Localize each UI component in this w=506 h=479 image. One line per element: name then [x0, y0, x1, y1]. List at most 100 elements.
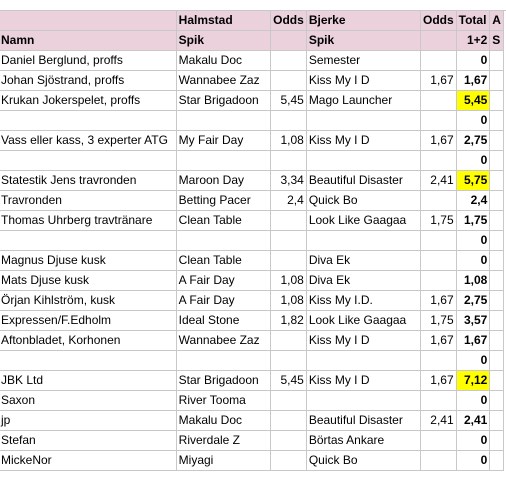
- bjerke-spik-cell[interactable]: Look Like Gaagaa: [305, 210, 421, 231]
- halmstad-odds-cell[interactable]: [270, 390, 307, 411]
- empty-cell[interactable]: [489, 150, 504, 171]
- halmstad-spik-cell[interactable]: Clean Table: [175, 250, 272, 271]
- total-cell[interactable]: 0: [455, 110, 491, 131]
- empty-cell[interactable]: [489, 430, 504, 451]
- name-cell[interactable]: Magnus Djuse kusk: [0, 250, 177, 271]
- bjerke-spik-cell[interactable]: Kiss My I D: [305, 70, 421, 91]
- name-cell[interactable]: JBK Ltd: [0, 370, 177, 391]
- halmstad-odds-cell[interactable]: [270, 210, 307, 231]
- total-cell[interactable]: 0: [455, 450, 491, 471]
- header-cell[interactable]: [419, 30, 457, 51]
- name-cell[interactable]: Saxon: [0, 390, 177, 411]
- halmstad-odds-cell[interactable]: [270, 250, 307, 271]
- total-cell[interactable]: 0: [455, 390, 491, 411]
- total-cell[interactable]: 2,75: [455, 290, 491, 311]
- name-cell[interactable]: jp: [0, 410, 177, 431]
- total-cell[interactable]: 1,08: [455, 270, 491, 291]
- bjerke-spik-cell[interactable]: Beautiful Disaster: [305, 170, 421, 191]
- halmstad-odds-cell[interactable]: [270, 410, 307, 431]
- empty-cell[interactable]: [489, 230, 504, 251]
- empty-cell[interactable]: [489, 350, 504, 371]
- bjerke-odds-cell[interactable]: [419, 390, 457, 411]
- name-cell[interactable]: MickeNor: [0, 450, 177, 471]
- bjerke-odds-cell[interactable]: [419, 50, 457, 71]
- bjerke-spik-cell[interactable]: [305, 150, 421, 171]
- total-cell[interactable]: 1,67: [455, 330, 491, 351]
- header-col-a[interactable]: A: [489, 10, 504, 31]
- header-halmstad[interactable]: Halmstad: [175, 10, 272, 31]
- total-cell[interactable]: 1,75: [455, 210, 491, 231]
- halmstad-odds-cell[interactable]: 3,34: [270, 170, 307, 191]
- halmstad-odds-cell[interactable]: [270, 450, 307, 471]
- halmstad-odds-cell[interactable]: [270, 350, 307, 371]
- header-odds-2[interactable]: Odds: [419, 10, 457, 31]
- halmstad-spik-cell[interactable]: Ideal Stone: [175, 310, 272, 331]
- bjerke-spik-cell[interactable]: Semester: [305, 50, 421, 71]
- empty-cell[interactable]: [489, 70, 504, 91]
- bjerke-spik-cell[interactable]: Kiss My I D: [305, 370, 421, 391]
- name-cell[interactable]: Travronden: [0, 190, 177, 211]
- total-cell[interactable]: 5,75: [455, 170, 491, 191]
- total-cell[interactable]: 2,41: [455, 410, 491, 431]
- halmstad-odds-cell[interactable]: 5,45: [270, 370, 307, 391]
- bjerke-spik-cell[interactable]: Quick Bo: [305, 450, 421, 471]
- name-cell[interactable]: Daniel Berglund, proffs: [0, 50, 177, 71]
- bjerke-spik-cell[interactable]: Kiss My I.D.: [305, 290, 421, 311]
- name-cell[interactable]: Mats Djuse kusk: [0, 270, 177, 291]
- halmstad-odds-cell[interactable]: [270, 110, 307, 131]
- halmstad-odds-cell[interactable]: [270, 330, 307, 351]
- name-cell[interactable]: [0, 350, 177, 371]
- total-cell[interactable]: 7,12: [455, 370, 491, 391]
- halmstad-spik-cell[interactable]: Makalu Doc: [175, 410, 272, 431]
- total-cell[interactable]: 0: [455, 230, 491, 251]
- empty-cell[interactable]: [489, 210, 504, 231]
- name-cell[interactable]: [0, 230, 177, 251]
- empty-cell[interactable]: [489, 450, 504, 471]
- total-cell[interactable]: 0: [455, 250, 491, 271]
- halmstad-spik-cell[interactable]: A Fair Day: [175, 270, 272, 291]
- halmstad-odds-cell[interactable]: 1,08: [270, 130, 307, 151]
- empty-cell[interactable]: [489, 390, 504, 411]
- bjerke-odds-cell[interactable]: [419, 190, 457, 211]
- header-namn[interactable]: Namn: [0, 30, 177, 51]
- header-col-s[interactable]: S: [489, 30, 504, 51]
- bjerke-odds-cell[interactable]: [419, 250, 457, 271]
- bjerke-spik-cell[interactable]: Look Like Gaagaa: [305, 310, 421, 331]
- halmstad-spik-cell[interactable]: My Fair Day: [175, 130, 272, 151]
- header-spik-1[interactable]: Spik: [175, 30, 272, 51]
- empty-cell[interactable]: [489, 130, 504, 151]
- halmstad-spik-cell[interactable]: Star Brigadoon: [175, 370, 272, 391]
- total-cell[interactable]: 1,67: [455, 70, 491, 91]
- total-cell[interactable]: 5,45: [455, 90, 491, 111]
- header-bjerke[interactable]: Bjerke: [305, 10, 421, 31]
- empty-cell[interactable]: [489, 310, 504, 331]
- bjerke-odds-cell[interactable]: [419, 350, 457, 371]
- bjerke-odds-cell[interactable]: [419, 430, 457, 451]
- empty-cell[interactable]: [489, 90, 504, 111]
- name-cell[interactable]: Expressen/F.Edholm: [0, 310, 177, 331]
- total-cell[interactable]: 0: [455, 350, 491, 371]
- bjerke-odds-cell[interactable]: 1,75: [419, 210, 457, 231]
- empty-cell[interactable]: [489, 110, 504, 131]
- bjerke-spik-cell[interactable]: Kiss My I D: [305, 130, 421, 151]
- bjerke-spik-cell[interactable]: Börtas Ankare: [305, 430, 421, 451]
- total-cell[interactable]: 3,57: [455, 310, 491, 331]
- halmstad-spik-cell[interactable]: Makalu Doc: [175, 50, 272, 71]
- bjerke-spik-cell[interactable]: Beautiful Disaster: [305, 410, 421, 431]
- halmstad-spik-cell[interactable]: Clean Table: [175, 210, 272, 231]
- halmstad-spik-cell[interactable]: Riverdale Z: [175, 430, 272, 451]
- bjerke-odds-cell[interactable]: [419, 90, 457, 111]
- bjerke-odds-cell[interactable]: [419, 450, 457, 471]
- halmstad-odds-cell[interactable]: [270, 70, 307, 91]
- halmstad-spik-cell[interactable]: Maroon Day: [175, 170, 272, 191]
- halmstad-spik-cell[interactable]: [175, 110, 272, 131]
- halmstad-spik-cell[interactable]: Betting Pacer: [175, 190, 272, 211]
- bjerke-spik-cell[interactable]: Diva Ek: [305, 270, 421, 291]
- header-cell[interactable]: [0, 10, 177, 31]
- bjerke-spik-cell[interactable]: [305, 110, 421, 131]
- halmstad-odds-cell[interactable]: [270, 50, 307, 71]
- empty-cell[interactable]: [489, 290, 504, 311]
- name-cell[interactable]: Örjan Kihlström, kusk: [0, 290, 177, 311]
- empty-cell[interactable]: [489, 170, 504, 191]
- name-cell[interactable]: Stefan: [0, 430, 177, 451]
